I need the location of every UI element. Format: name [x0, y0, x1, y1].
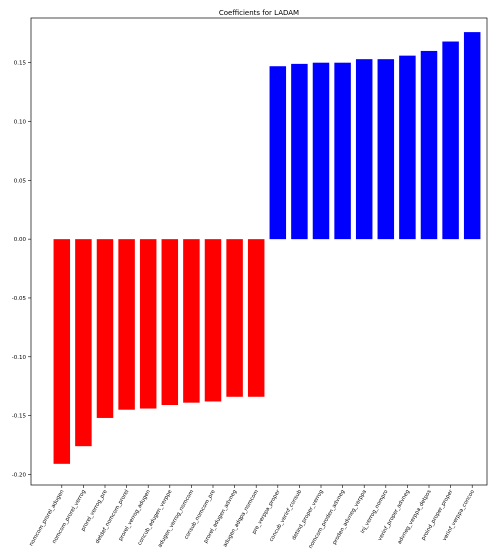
bar-nomcom_prorel_verrog: [75, 239, 92, 447]
plot-area-frame: [30, 17, 488, 486]
bar-inj_verrog_nompro: [377, 59, 395, 240]
bar-adugen_adqpa_nomcom: [247, 239, 265, 397]
y-tick-label: 0.00: [14, 237, 27, 243]
bar-detind_proper_verrog: [312, 62, 330, 240]
bar-prorel_verrog_adugen: [139, 239, 157, 409]
bar-verinf_proper_advneg: [399, 55, 416, 240]
y-tick-label: -0.05: [12, 296, 27, 302]
bar-concub_adugen_verppe: [161, 239, 179, 406]
bar-nomcom_prorel_adugen: [53, 239, 71, 464]
bar-consub_nomcom_pre: [204, 239, 222, 402]
bar-detdef_nomcom_prorel: [118, 239, 135, 410]
y-tick-label: 0.15: [14, 61, 27, 67]
bar-proind_proper_proper: [442, 41, 459, 240]
bar-nomcom_proden_advneg: [334, 62, 351, 240]
bar-proden_advneg_verppa: [355, 59, 373, 240]
y-tick-label: -0.15: [12, 414, 27, 420]
bar-concub_verinf_consub: [291, 63, 308, 240]
bar-advneg_verppa_detpos: [420, 50, 438, 240]
x-axis: nomcom_prorel_adugennomcom_prorel_verrog…: [28, 485, 476, 550]
bar-pre_verppa_proper: [269, 66, 287, 240]
y-axis: -0.20 -0.15 -0.10 -0.05 0.00 0.05 0.10 0.15: [12, 61, 31, 478]
bar-adugen_verrog_nomcom: [183, 239, 200, 403]
bar-prorel_verrog_pre: [96, 239, 114, 418]
y-tick-label: -0.10: [12, 355, 27, 361]
bar-prorel_adugen_advneg: [226, 239, 243, 397]
chart-title: Coefficients for LADAM: [219, 9, 299, 17]
bar-verinf_verppa_concoo: [463, 32, 481, 240]
y-tick-label: 0.05: [14, 178, 27, 184]
y-tick-label: 0.10: [14, 120, 27, 126]
bars-group: [53, 32, 481, 464]
y-tick-label: -0.20: [12, 472, 27, 478]
